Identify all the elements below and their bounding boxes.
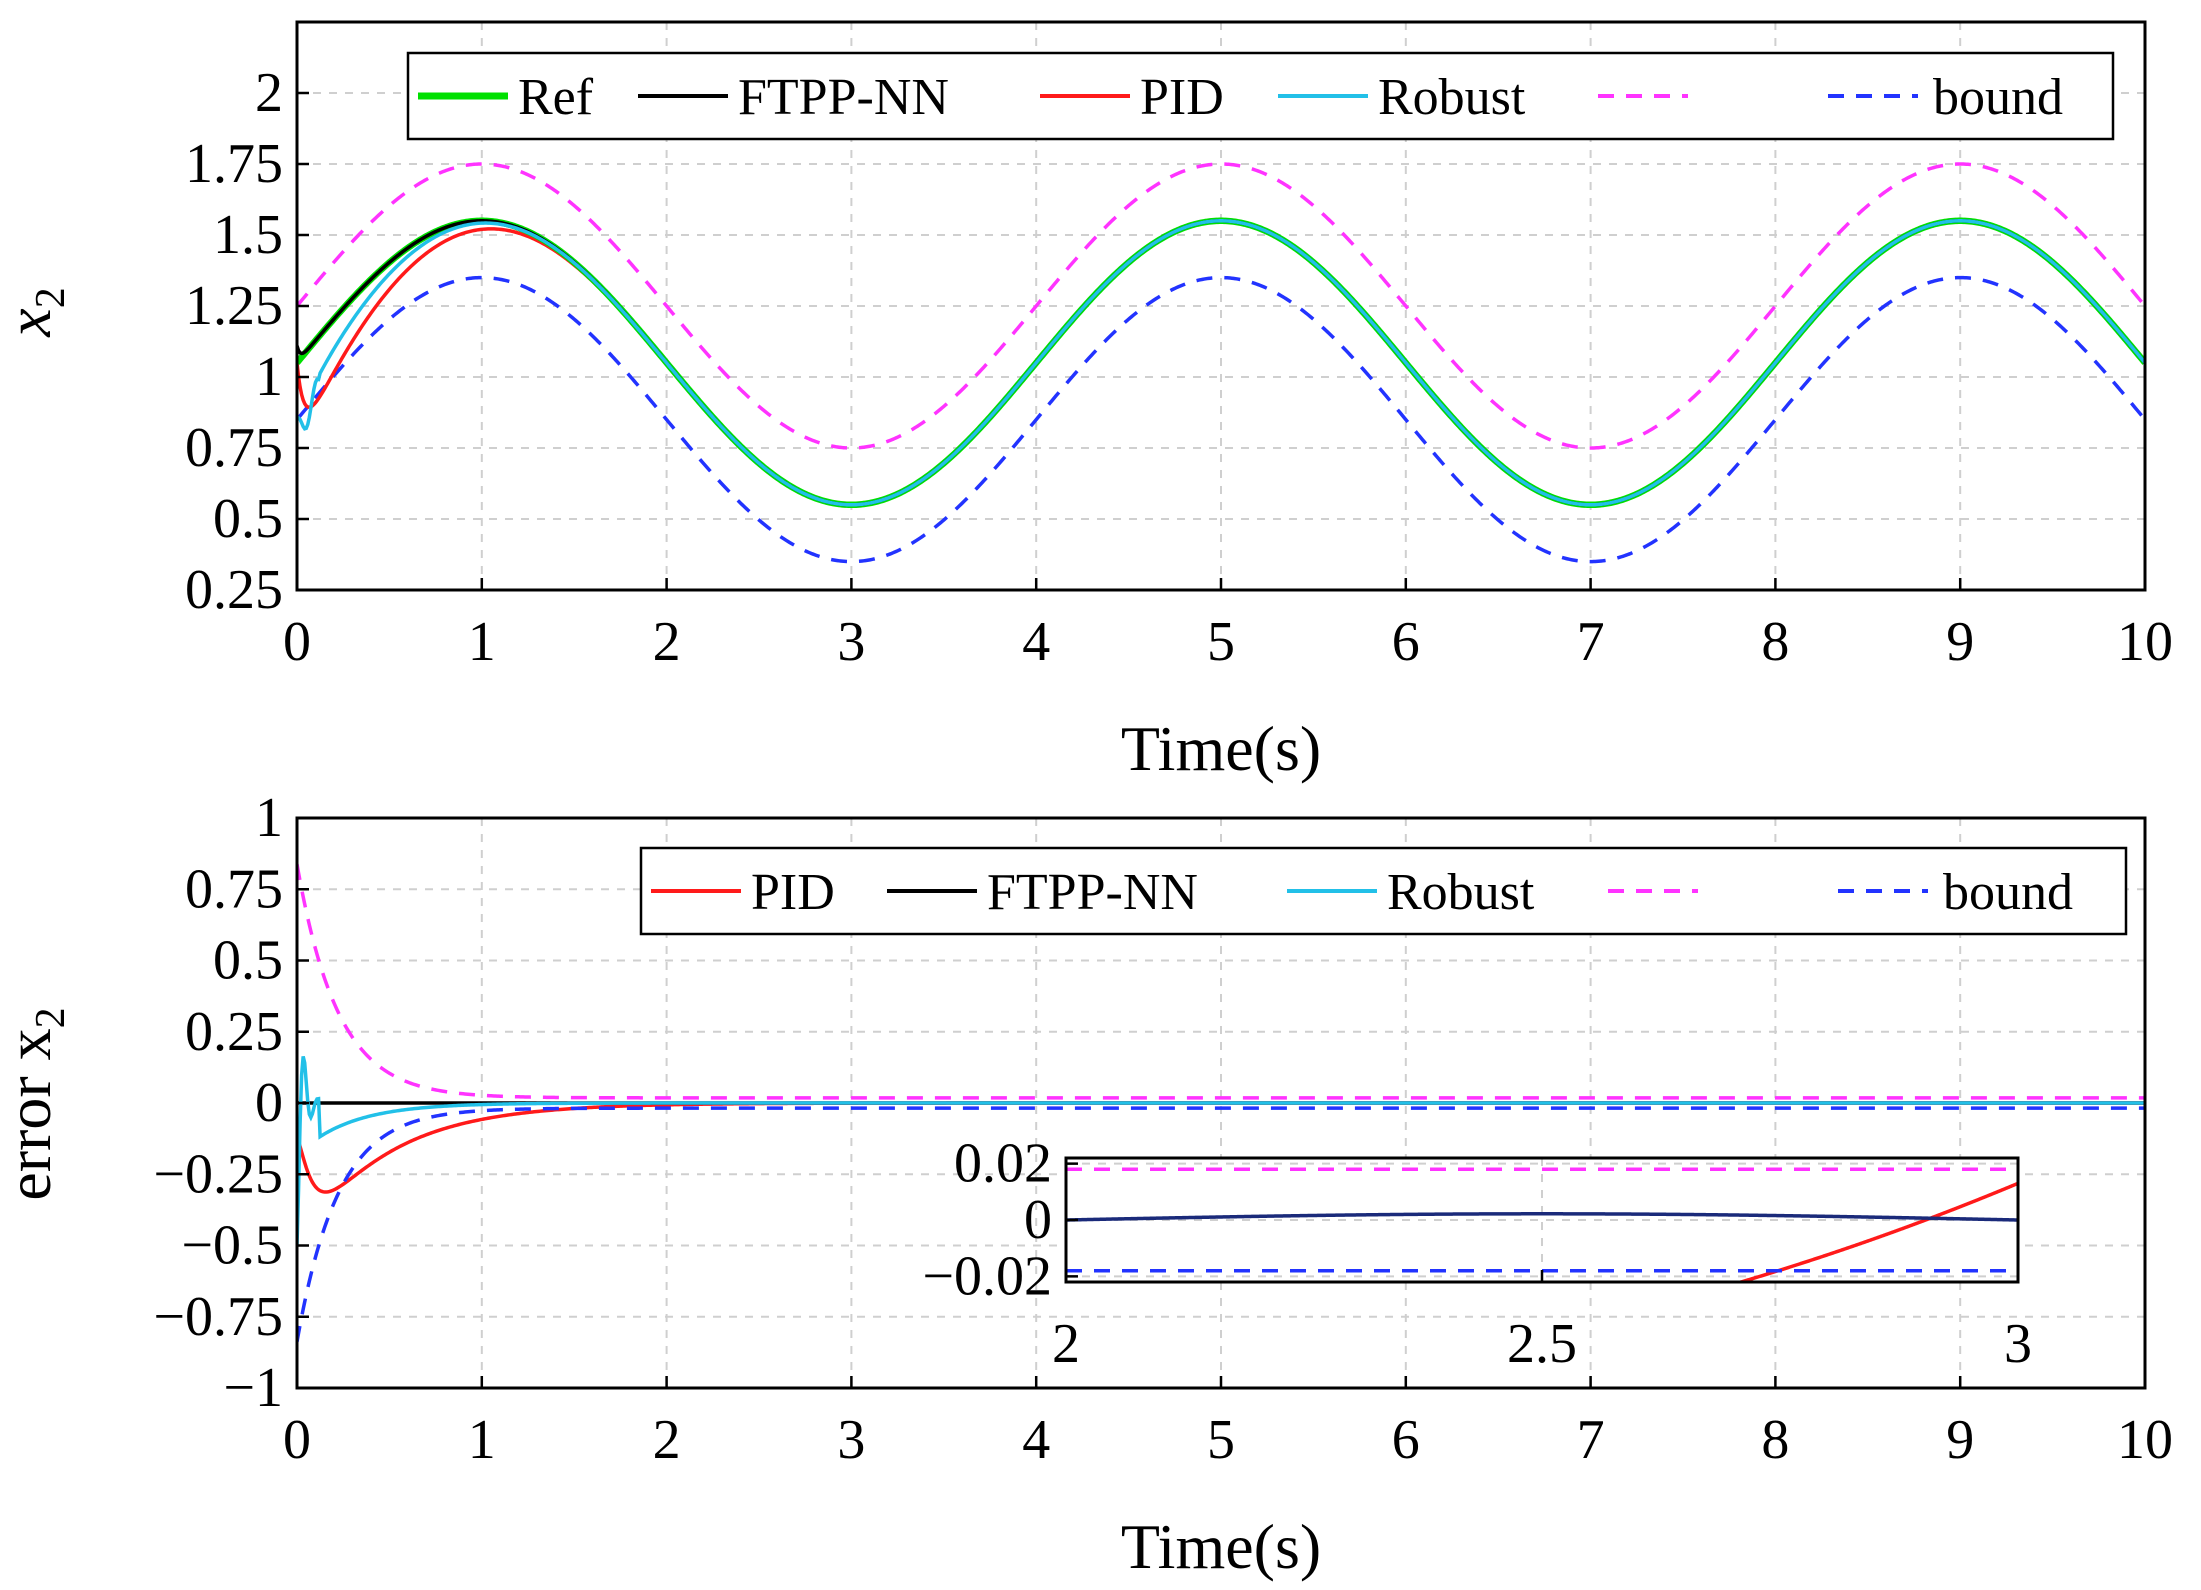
inset-ytick-label: 0 [1024,1189,1052,1251]
top-xtick-label: 7 [1577,611,1605,673]
bottom-xtick-label: 3 [837,1409,865,1471]
bottom-xtick-label: 7 [1577,1409,1605,1471]
bottom-legend-ftpp-label: FTPP-NN [987,864,1198,921]
top-legend-bound-label: bound [1933,69,2063,126]
top-ytick-label: 0.5 [213,488,283,550]
bottom-xtick-label: 5 [1207,1409,1235,1471]
top-legend-ftpp-label: FTPP-NN [738,69,949,126]
bottom-ytick-label: −0.5 [181,1215,283,1277]
top-ytick-label: 1 [255,346,283,408]
bottom-legend-pid-label: PID [751,864,835,921]
bottom-xtick-label: 1 [468,1409,496,1471]
top-ytick-label: 0.75 [185,417,283,479]
inset-series-ftpp-nn [1066,1212,2018,1222]
bottom-xtick-label: 9 [1946,1409,1974,1471]
bottom-xtick-label: 10 [2117,1409,2173,1471]
top-xtick-label: 9 [1946,611,1974,673]
bottom-xtick-label: 2 [653,1409,681,1471]
bottom-series-bound [297,1106,2145,1343]
bottom-xtick-label: 0 [283,1409,311,1471]
bottom-ytick-label: −1 [223,1357,283,1419]
top-xtick-label: 6 [1392,611,1420,673]
bottom-legend-bound-label: bound [1943,864,2073,921]
bottom-ytick-label: 0.75 [185,858,283,920]
top-ticks: 0 1 2 3 4 5 6 7 8 9 10 0.25 0.5 0.75 1 1.25 1.5 1.75 2 [185,62,2173,673]
bottom-ytick-label: 1 [255,787,283,849]
bottom-xlabel: Time(s) [1121,1511,1321,1582]
bottom-ytick-label: −0.75 [153,1286,283,1348]
bottom-ytick-label: 0.25 [185,1001,283,1063]
top-xtick-label: 5 [1207,611,1235,673]
top-ytick-label: 1.75 [185,133,283,195]
bottom-legend: PID FTPP-NN Robust bound [639,846,2128,936]
top-xtick-label: 2 [653,611,681,673]
bottom-legend-robust-label: Robust [1387,864,1535,921]
inset-ytick-label: −0.02 [922,1245,1052,1307]
top-legend: Ref FTPP-NN PID Robust bound [406,51,2115,141]
bottom-xtick-label: 8 [1761,1409,1789,1471]
top-xtick-label: 8 [1761,611,1789,673]
top-series [297,162,2145,564]
bottom-series [297,863,2145,1343]
top-series-robust [297,219,2145,507]
bottom-ytick-label: −0.25 [153,1143,283,1205]
top-xlabel: Time(s) [1121,713,1321,784]
inset-series-pid [1734,1181,2018,1282]
top-ytick-label: 2 [255,62,283,124]
top-ylabel-main: x [0,308,64,337]
inset-ytick-label: 0.02 [954,1133,1052,1195]
bottom-ytick-label: 0.5 [213,930,283,992]
top-ytick-label: 1.5 [213,204,283,266]
inset-xtick-label: 3 [2004,1313,2032,1375]
bottom-ticks: 0 1 2 3 4 5 6 7 8 9 10−1−0.75−0.5−0.2500.250.50.75… [153,787,2173,1471]
bottom-series-robust [297,1055,2145,1246]
top-xtick-label: 4 [1022,611,1050,673]
top-ylabel: x2 [0,287,74,337]
top-legend-pid-label: PID [1140,69,1224,126]
bottom-ylabel: error x2 [0,1007,74,1200]
inset-xtick-label: 2.5 [1507,1313,1577,1375]
top-legend-robust-label: Robust [1378,69,1526,126]
bottom-ylabel-sub: 2 [28,1007,74,1028]
top-xtick-label: 0 [283,611,311,673]
top-xtick-label: 10 [2117,611,2173,673]
bottom-xtick-label: 4 [1022,1409,1050,1471]
bottom-plot: 0 1 2 3 4 5 6 7 8 9 10−1−0.75−0.5−0.2500.250.50.75… [0,787,2173,1582]
bottom-series-upper-err [297,863,2145,1100]
top-legend-ref-label: Ref [518,69,594,126]
bottom-ylabel-main: error x [0,1028,64,1200]
top-ylabel-sub: 2 [28,287,74,308]
top-ytick-label: 0.25 [185,559,283,621]
top-xtick-label: 1 [468,611,496,673]
top-ytick-label: 1.25 [185,275,283,337]
inset-xtick-label: 2 [1052,1313,1080,1375]
bottom-xtick-label: 6 [1392,1409,1420,1471]
top-xtick-label: 3 [837,611,865,673]
bottom-ytick-label: 0 [255,1072,283,1134]
